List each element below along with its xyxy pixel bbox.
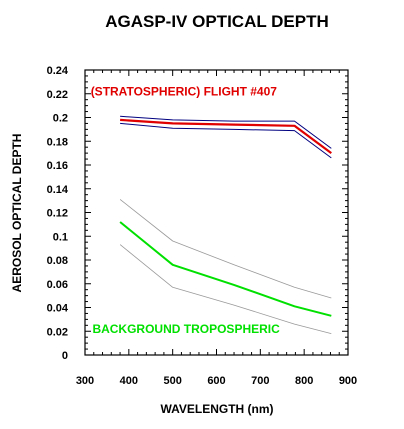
y-tick-label: 0.04 bbox=[47, 303, 69, 315]
y-tick-label: 0.18 bbox=[47, 136, 68, 148]
x-tick-label: 700 bbox=[251, 375, 269, 387]
y-tick-label: 0.12 bbox=[47, 208, 68, 220]
annotation-1: BACKGROUND TROPOSPHERIC bbox=[92, 322, 280, 336]
series-line-2 bbox=[120, 122, 332, 159]
series-line-4 bbox=[119, 199, 332, 299]
x-tick-label: 800 bbox=[295, 375, 313, 387]
y-tick-label: 0.22 bbox=[47, 89, 68, 101]
y-tick-label: 0.14 bbox=[47, 184, 69, 196]
y-tick-label: 0.06 bbox=[47, 279, 68, 291]
y-axis-label: AEROSOL OPTICAL DEPTH bbox=[10, 134, 24, 293]
annotations: (STRATOSPHERIC) FLIGHT #407 BACKGROUND TR… bbox=[91, 85, 280, 337]
y-tick-label: 0 bbox=[62, 350, 68, 362]
x-tick-label: 900 bbox=[339, 375, 357, 387]
x-axis-label: WAVELENGTH (nm) bbox=[160, 402, 273, 416]
y-tick-label: 0.08 bbox=[47, 255, 68, 267]
y-tick-label: 0.16 bbox=[47, 160, 68, 172]
y-tick-label: 0.2 bbox=[53, 113, 68, 125]
series-line-0 bbox=[120, 118, 332, 154]
series-line-3 bbox=[119, 221, 332, 317]
chart-title: AGASP-IV OPTICAL DEPTH bbox=[105, 12, 329, 31]
series-line-5 bbox=[119, 244, 332, 334]
x-tick-label: 300 bbox=[76, 375, 94, 387]
annotation-0: (STRATOSPHERIC) FLIGHT #407 bbox=[91, 85, 278, 99]
plot-frame bbox=[84, 69, 349, 356]
ticks: 300 400 500 600 700 800 900 0 0.02 0.04 0.06 0.08 0.… bbox=[47, 65, 358, 387]
x-tick-label: 400 bbox=[120, 375, 138, 387]
y-tick-label: 0.24 bbox=[47, 65, 69, 77]
series-group bbox=[119, 115, 332, 334]
y-tick-label: 0.02 bbox=[47, 326, 68, 338]
series-line-1 bbox=[120, 115, 332, 149]
y-tick-label: 0.1 bbox=[53, 231, 68, 243]
x-tick-label: 600 bbox=[207, 375, 225, 387]
x-tick-label: 500 bbox=[163, 375, 181, 387]
